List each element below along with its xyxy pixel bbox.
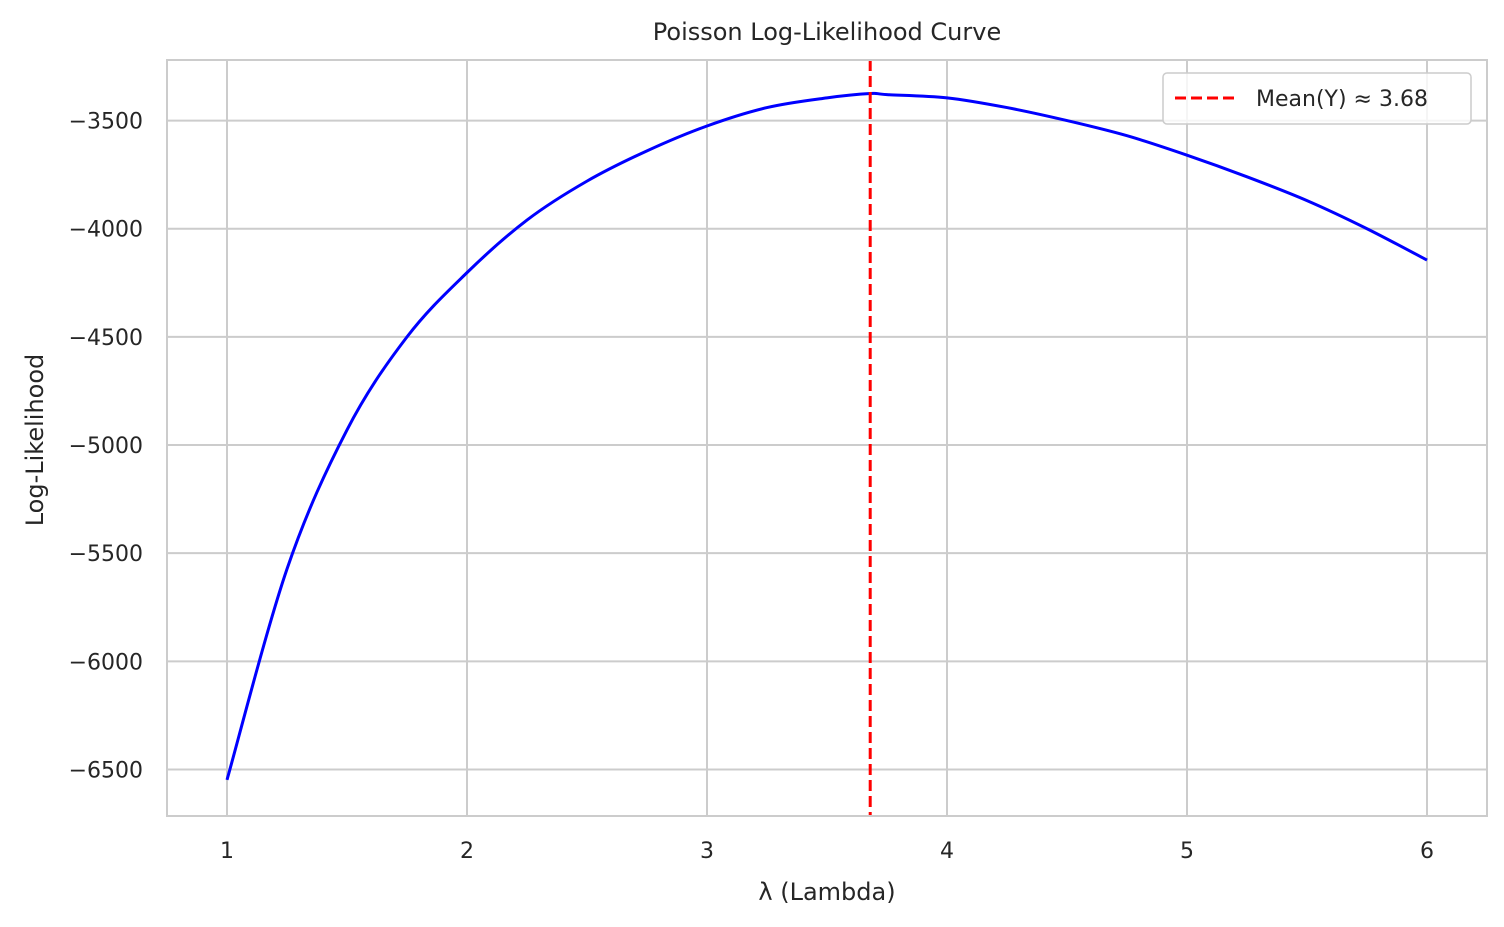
y-tick-label: −5000 (69, 434, 143, 459)
x-tick-label: 2 (460, 839, 474, 864)
legend-mean-label: Mean(Y) ≈ 3.68 (1256, 87, 1428, 112)
series-layer (225, 91, 1428, 781)
y-tick-label: −4500 (69, 326, 143, 351)
y-tick-label: −3500 (69, 110, 143, 135)
log-likelihood-line (225, 91, 1428, 781)
legend-box (1162, 72, 1472, 125)
x-tick-label: 4 (940, 839, 954, 864)
x-tick-label: 5 (1180, 839, 1194, 864)
x-tick-label: 1 (220, 839, 234, 864)
chart-title: Poisson Log-Likelihood Curve (653, 18, 1001, 46)
legend: Mean(Y) ≈ 3.68 (1162, 72, 1472, 125)
y-tick-label: −4000 (69, 218, 143, 243)
x-tick-label: 6 (1420, 839, 1434, 864)
y-tick-label: −6000 (69, 650, 143, 675)
x-axis-label: λ (Lambda) (758, 878, 895, 906)
plot-frame (166, 59, 1488, 817)
x-tick-label: 3 (700, 839, 714, 864)
y-tick-label: −6500 (69, 758, 143, 783)
y-tick-label: −5500 (69, 542, 143, 567)
y-axis-label: Log-Likelihood (21, 354, 49, 527)
tick-labels: 1 2 3 4 5 6 −6500 −6000 −5500 −5000 −4500 −4000 −350… (69, 110, 1434, 864)
